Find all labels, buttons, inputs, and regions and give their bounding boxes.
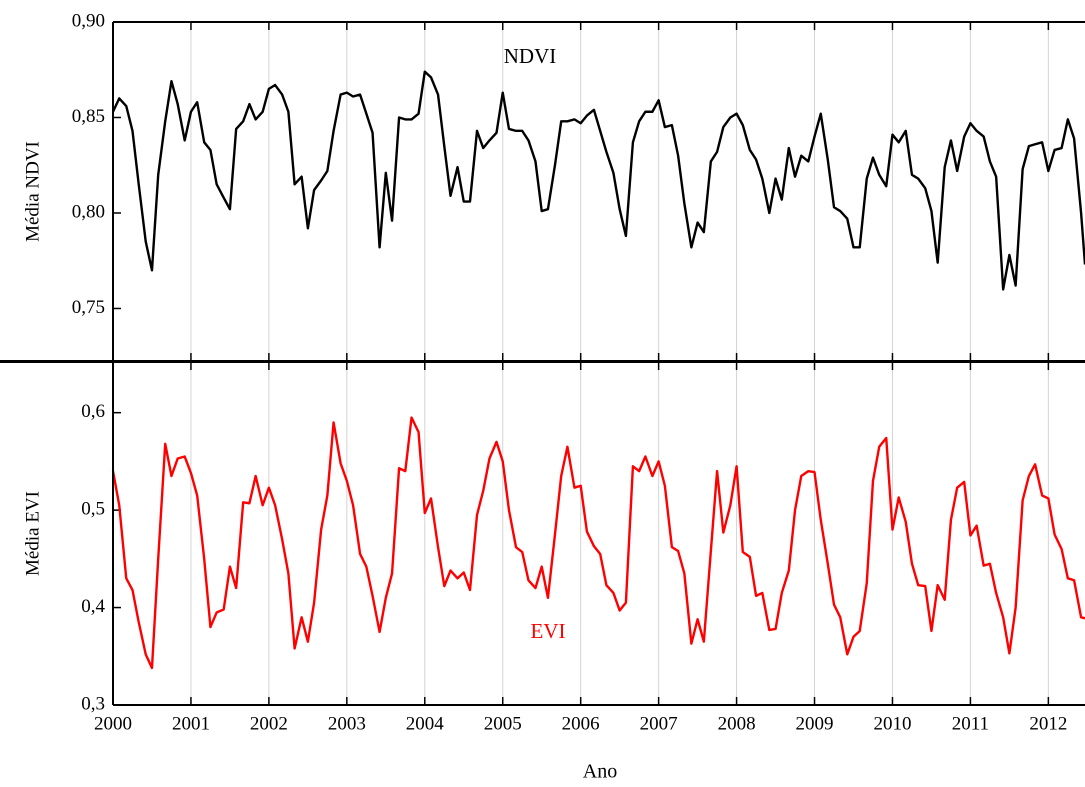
x-tick-label: 2001 bbox=[172, 713, 210, 734]
x-tick-label: 2008 bbox=[718, 713, 756, 734]
x-tick-label: 2005 bbox=[484, 713, 522, 734]
x-tick-label: 2011 bbox=[952, 713, 989, 734]
y-tick-label: 0,6 bbox=[81, 401, 105, 422]
annotation: NDVI bbox=[504, 44, 557, 68]
y-tick-label: 0,90 bbox=[72, 10, 105, 31]
x-tick-label: 2006 bbox=[562, 713, 600, 734]
y-tick-label: 0,3 bbox=[81, 693, 105, 714]
y-tick-label: 0,5 bbox=[81, 498, 105, 519]
x-tick-label: 2003 bbox=[328, 713, 366, 734]
data-line bbox=[111, 70, 1085, 291]
y-tick-label: 0,80 bbox=[72, 201, 105, 222]
x-tick-label: 2009 bbox=[796, 713, 834, 734]
x-axis-label: Ano bbox=[583, 761, 617, 783]
y-tick-label: 0,4 bbox=[81, 596, 105, 617]
annotation: EVI bbox=[531, 619, 566, 643]
x-tick-label: 2012 bbox=[1029, 713, 1067, 734]
y-tick-label: 0,85 bbox=[72, 106, 105, 127]
x-tick-label: 2002 bbox=[250, 713, 288, 734]
data-line bbox=[111, 416, 1085, 670]
x-tick-label: 2007 bbox=[640, 713, 678, 734]
y-axis-label: Média NDVI bbox=[22, 141, 43, 242]
x-tick-label: 2010 bbox=[873, 713, 911, 734]
y-axis-label: Média EVI bbox=[22, 491, 43, 576]
x-tick-label: 2000 bbox=[94, 713, 132, 734]
x-tick-label: 2004 bbox=[406, 713, 445, 734]
y-tick-label: 0,75 bbox=[72, 297, 105, 318]
